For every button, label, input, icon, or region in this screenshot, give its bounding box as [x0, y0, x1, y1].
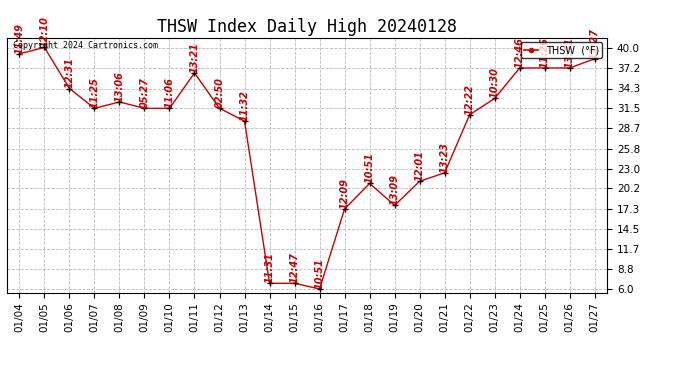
Text: 13:41: 13:41	[564, 37, 575, 68]
Text: 11:27: 11:27	[590, 28, 600, 59]
Text: 11:06: 11:06	[164, 78, 175, 108]
Text: 12:22: 12:22	[464, 84, 475, 115]
Text: 12:01: 12:01	[415, 150, 424, 181]
Text: 11:31: 11:31	[264, 252, 275, 283]
Text: 12:46: 12:46	[515, 37, 524, 68]
Text: 12:31: 12:31	[64, 58, 75, 88]
Text: 13:23: 13:23	[440, 142, 450, 173]
Text: 13:09: 13:09	[390, 174, 400, 206]
Text: Copyright 2024 Cartronics.com: Copyright 2024 Cartronics.com	[13, 41, 158, 50]
Text: 12:09: 12:09	[339, 178, 350, 209]
Text: 11:25: 11:25	[90, 78, 99, 108]
Text: 11:49: 11:49	[14, 23, 24, 54]
Text: 13:21: 13:21	[190, 42, 199, 73]
Text: 05:27: 05:27	[139, 78, 150, 108]
Text: 11:32: 11:32	[239, 90, 250, 121]
Title: THSW Index Daily High 20240128: THSW Index Daily High 20240128	[157, 18, 457, 36]
Legend: THSW  (°F): THSW (°F)	[521, 42, 602, 58]
Text: 10:51: 10:51	[364, 153, 375, 183]
Text: 10:51: 10:51	[315, 258, 324, 289]
Text: 13:06: 13:06	[115, 71, 124, 102]
Text: 02:50: 02:50	[215, 78, 224, 108]
Text: 11:26: 11:26	[540, 37, 550, 68]
Text: 12:10: 12:10	[39, 16, 50, 47]
Text: 12:47: 12:47	[290, 252, 299, 283]
Text: 10:30: 10:30	[490, 68, 500, 98]
